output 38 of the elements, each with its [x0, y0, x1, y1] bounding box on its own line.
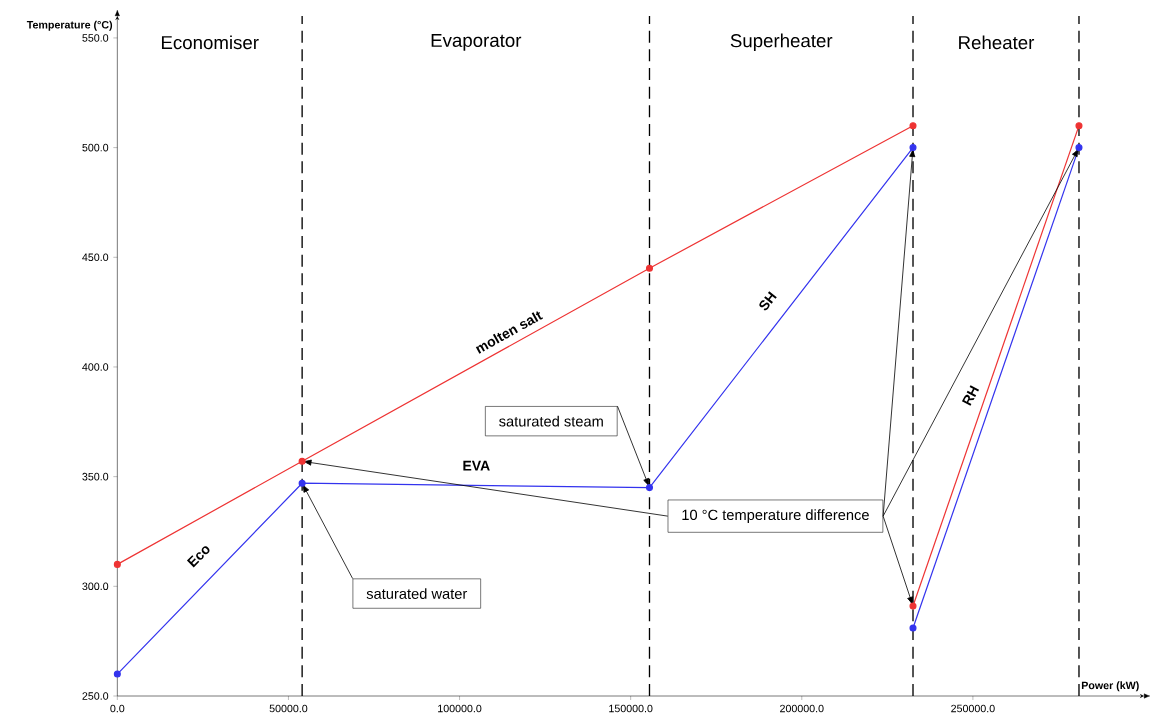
- annotation: Eco: [186, 546, 210, 568]
- y-tick-label: 300.0: [82, 582, 109, 591]
- x-tick-label: 150000.0: [609, 704, 653, 713]
- x-axis-title: Power (kW): [1081, 681, 1139, 692]
- point: [1075, 122, 1083, 130]
- x-tick-label: 250000.0: [951, 704, 995, 713]
- y-tick-label: 550.0: [82, 34, 109, 42]
- y-tick-label: 500.0: [82, 143, 109, 152]
- point: [645, 484, 654, 492]
- annotation: 10 °C temperature difference: [682, 509, 869, 523]
- annotation: EVA: [463, 460, 490, 471]
- x-tick-label: 100000.0: [438, 704, 482, 713]
- point: [1075, 144, 1083, 152]
- x-tick-label: 0.0: [110, 704, 125, 713]
- point: [113, 560, 121, 568]
- x-tick-label: 50000.0: [269, 704, 308, 713]
- point: [645, 264, 654, 272]
- y-tick-label: 350.0: [82, 472, 109, 481]
- annotation: Reheater: [959, 35, 1035, 50]
- point: [909, 122, 917, 130]
- annotation: Superheater: [730, 33, 833, 52]
- annotation: Evaporator: [431, 33, 522, 51]
- point: [909, 144, 917, 152]
- annotation: saturated steam: [499, 415, 603, 427]
- y-axis-title: Temperature (°C): [26, 20, 113, 31]
- annotation: SH: [759, 291, 777, 311]
- annotation: saturated water: [366, 588, 468, 599]
- y-tick-label: 250.0: [82, 692, 109, 700]
- point: [909, 602, 917, 610]
- point: [298, 479, 306, 487]
- point: [113, 670, 121, 678]
- point: [909, 624, 917, 632]
- point: [298, 457, 306, 465]
- x-tick-label: 200000.0: [780, 704, 824, 713]
- y-tick-label: 450.0: [82, 253, 109, 262]
- annotation: Economiser: [161, 35, 259, 50]
- y-tick-label: 400.0: [82, 363, 109, 371]
- annotation: RH: [961, 385, 980, 406]
